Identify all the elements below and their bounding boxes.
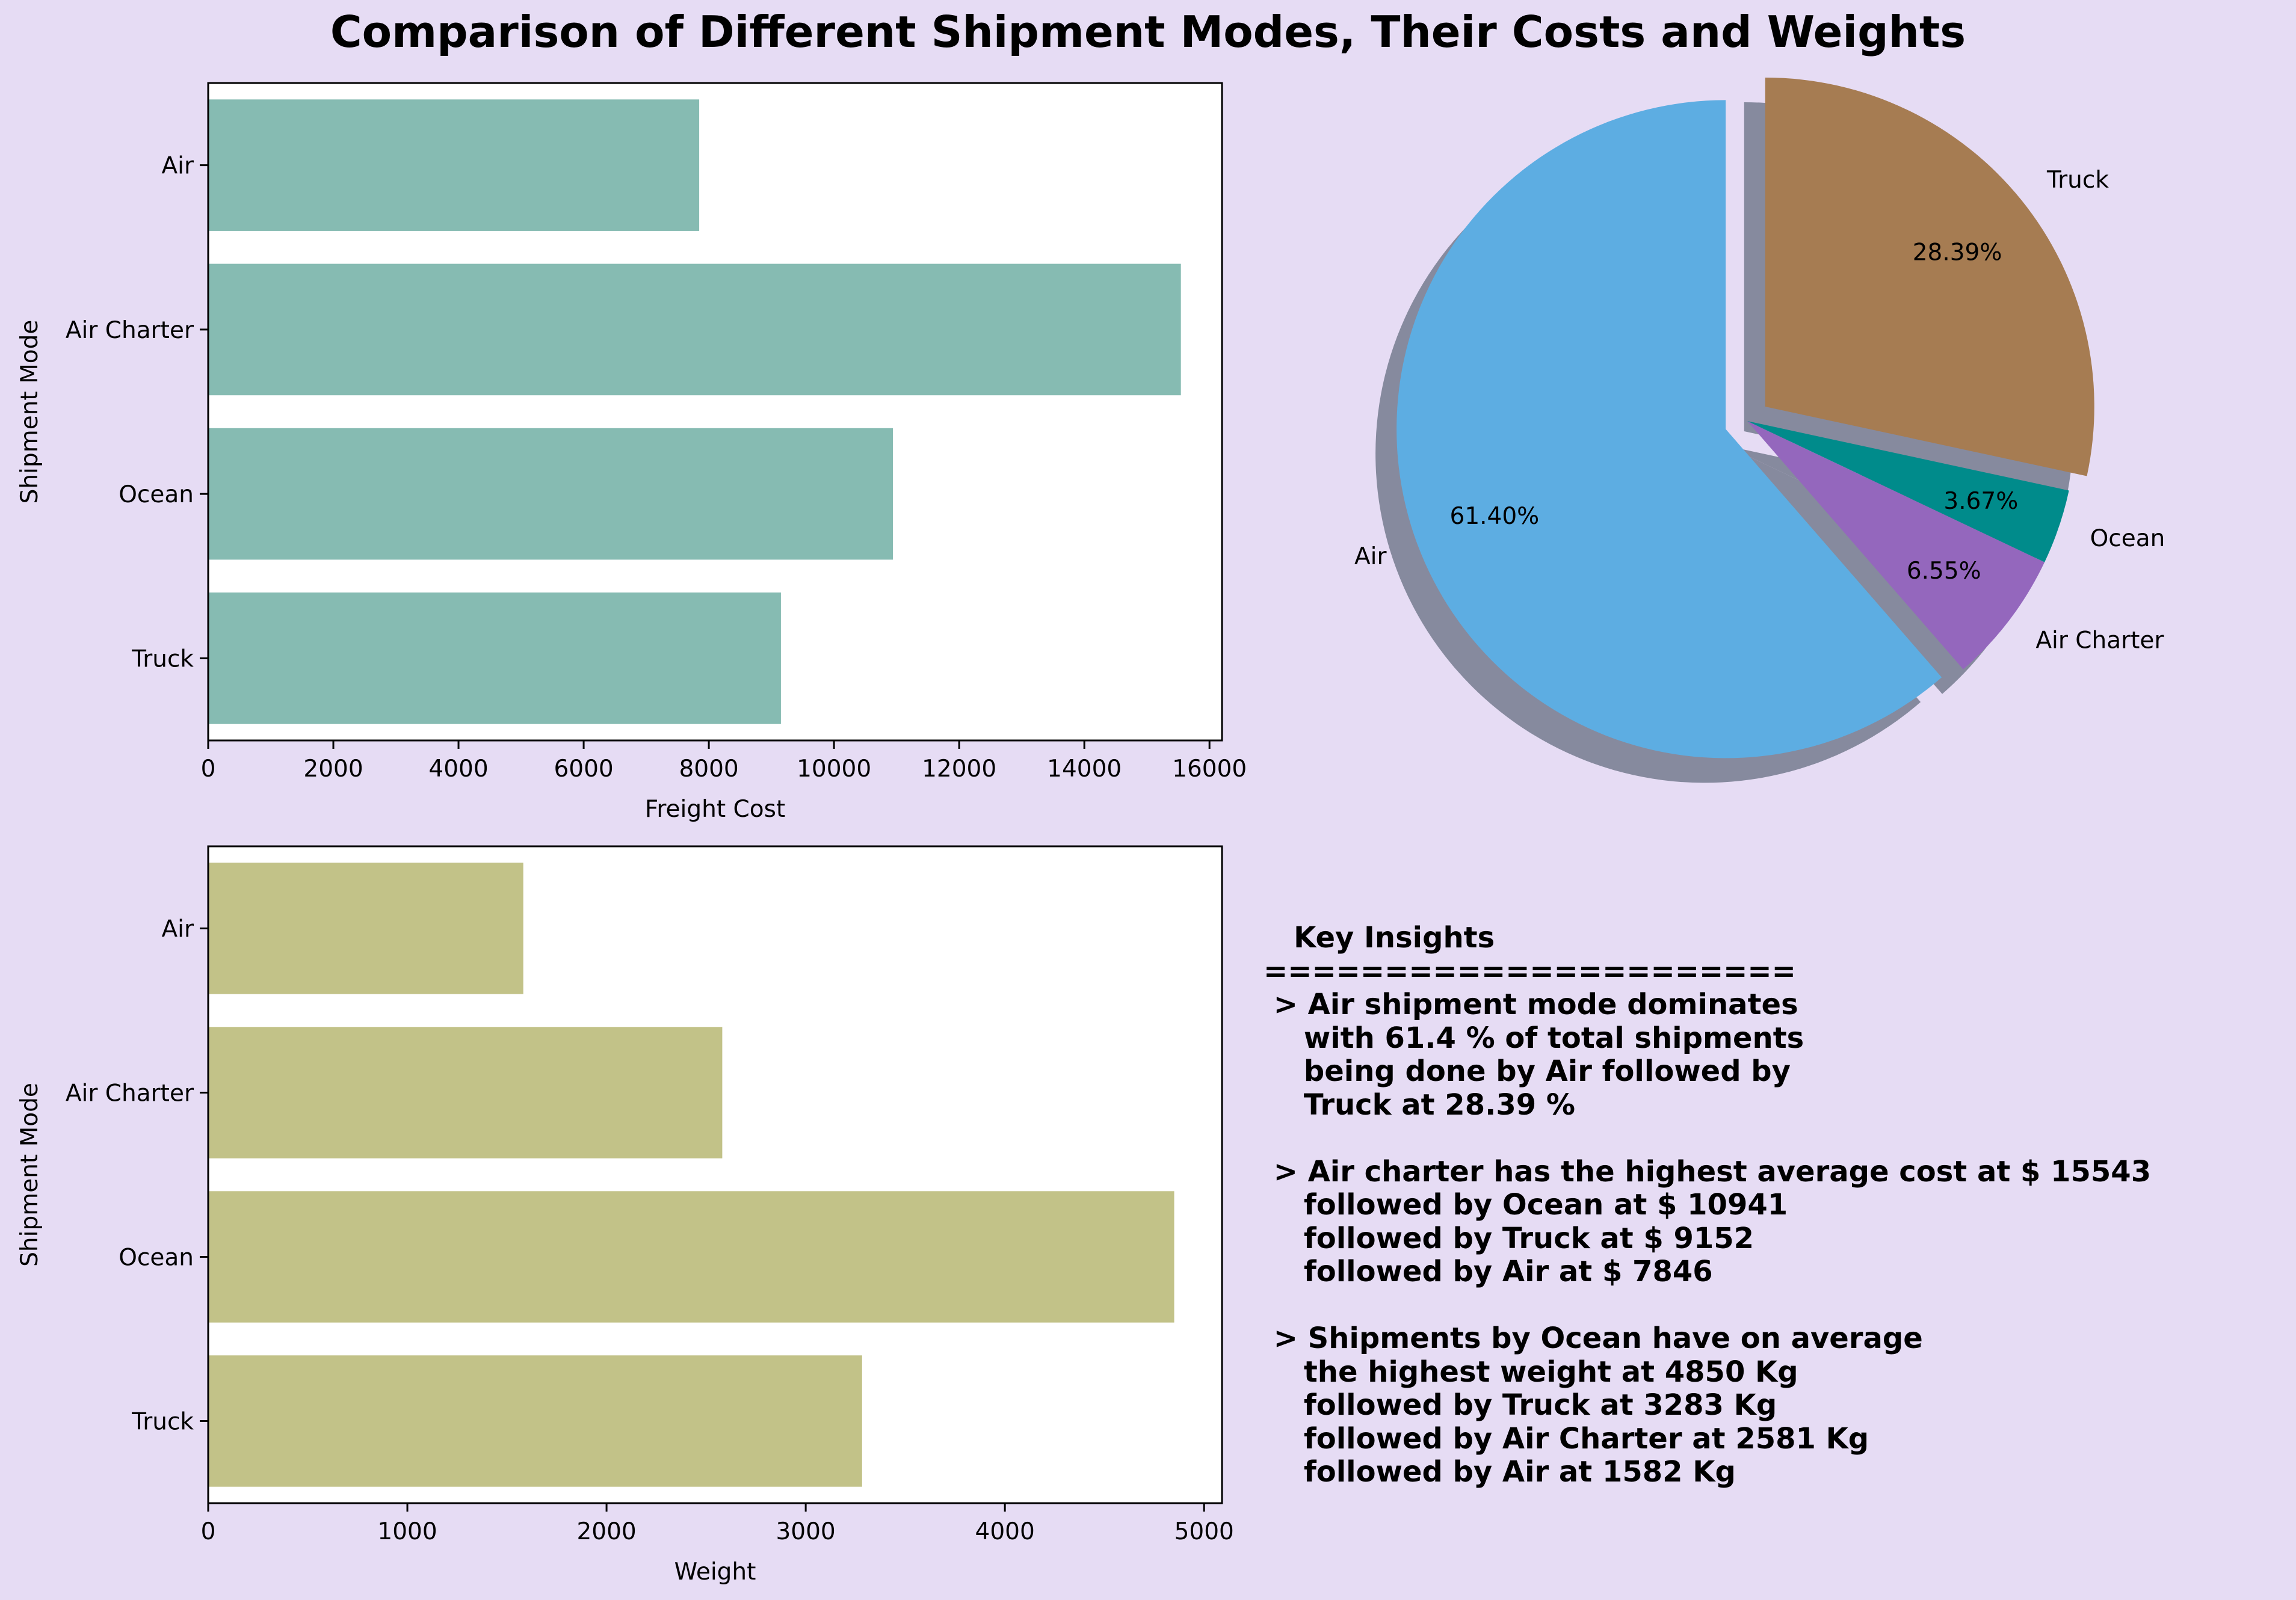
cost-ytick-label: Air bbox=[161, 153, 194, 180]
weight-ytick-label: Truck bbox=[131, 1409, 194, 1436]
pie-slice-air bbox=[1396, 100, 1942, 758]
weight-ytick-label: Air Charter bbox=[66, 1080, 194, 1107]
key-insights-text: Key Insights ====================== > Ai… bbox=[1264, 921, 2152, 1489]
pie-pct-air: 61.40% bbox=[1450, 503, 1540, 530]
weight-bar-truck bbox=[208, 1355, 862, 1487]
cost-xtick-label: 2000 bbox=[303, 755, 363, 783]
pie-label-air: Air bbox=[1354, 543, 1387, 570]
cost-xtick-label: 14000 bbox=[1047, 755, 1122, 783]
pie-pct-truck: 28.39% bbox=[1913, 239, 2002, 266]
weight-xtick-label: 2000 bbox=[576, 1518, 636, 1545]
pie-label-truck: Truck bbox=[2046, 167, 2109, 194]
cost-bar-ocean bbox=[208, 428, 893, 560]
cost-bar-truck bbox=[208, 592, 781, 724]
weight-bar-air-charter bbox=[208, 1027, 723, 1158]
cost-ytick-label: Truck bbox=[131, 645, 194, 672]
cost-plot-frame bbox=[207, 82, 1223, 742]
cost-xtick-label: 16000 bbox=[1172, 755, 1247, 783]
cost-ytick-label: Ocean bbox=[119, 481, 194, 508]
cost-xtick-label: 8000 bbox=[679, 755, 738, 783]
cost-xtick-label: 6000 bbox=[554, 755, 613, 783]
pie-pct-air-charter: 6.55% bbox=[1907, 558, 1981, 585]
pie-label-air-charter: Air Charter bbox=[2035, 627, 2164, 654]
weight-xtick-label: 3000 bbox=[776, 1518, 835, 1545]
weight-xtick-label: 4000 bbox=[975, 1518, 1035, 1545]
weight-xtick-label: 1000 bbox=[377, 1518, 437, 1545]
pie-pct-ocean: 3.67% bbox=[1943, 488, 2018, 515]
cost-ytick-label: Air Charter bbox=[66, 317, 194, 344]
weight-xtick-label: 5000 bbox=[1174, 1518, 1234, 1545]
cost-bar-air-charter bbox=[208, 263, 1181, 396]
pie-slice-air-charter bbox=[1747, 421, 2045, 669]
cost-bar-air bbox=[208, 99, 700, 231]
weight-ytick-label: Ocean bbox=[119, 1245, 194, 1272]
cost-xtick-label: 4000 bbox=[428, 755, 488, 783]
pie-label-ocean: Ocean bbox=[2090, 525, 2165, 552]
weight-bar-chart: Air Air Charter Ocean Truck 0 1000 2000 3000 400… bbox=[16, 845, 1234, 1586]
shipment-mode-pie-chart: Air 61.40% Air Charter 6.55% Ocean 3.67% Truck… bbox=[1354, 77, 2165, 783]
freight-cost-bar-chart: Air Air Charter Ocean Truck 0 2000 4000 6000 800… bbox=[16, 82, 1247, 823]
weight-xtick-label: 0 bbox=[201, 1518, 216, 1545]
cost-xtick-label: 10000 bbox=[797, 755, 871, 783]
weight-bar-ocean bbox=[208, 1191, 1174, 1323]
cost-x-axis-label: Freight Cost bbox=[645, 796, 785, 823]
weight-ytick-label: Air bbox=[161, 916, 194, 943]
cost-xtick-label: 0 bbox=[201, 755, 216, 783]
figure-title: Comparison of Different Shipment Modes, … bbox=[330, 7, 1966, 57]
cost-xtick-label: 12000 bbox=[922, 755, 996, 783]
pie-slice-truck bbox=[1765, 77, 2094, 476]
weight-y-axis-label: Shipment Mode bbox=[16, 1083, 43, 1267]
pie-slice-ocean bbox=[1747, 421, 2069, 562]
weight-x-axis-label: Weight bbox=[674, 1558, 756, 1586]
weight-plot-frame bbox=[207, 845, 1223, 1504]
cost-y-axis-label: Shipment Mode bbox=[16, 320, 43, 504]
weight-bar-air bbox=[208, 863, 523, 994]
